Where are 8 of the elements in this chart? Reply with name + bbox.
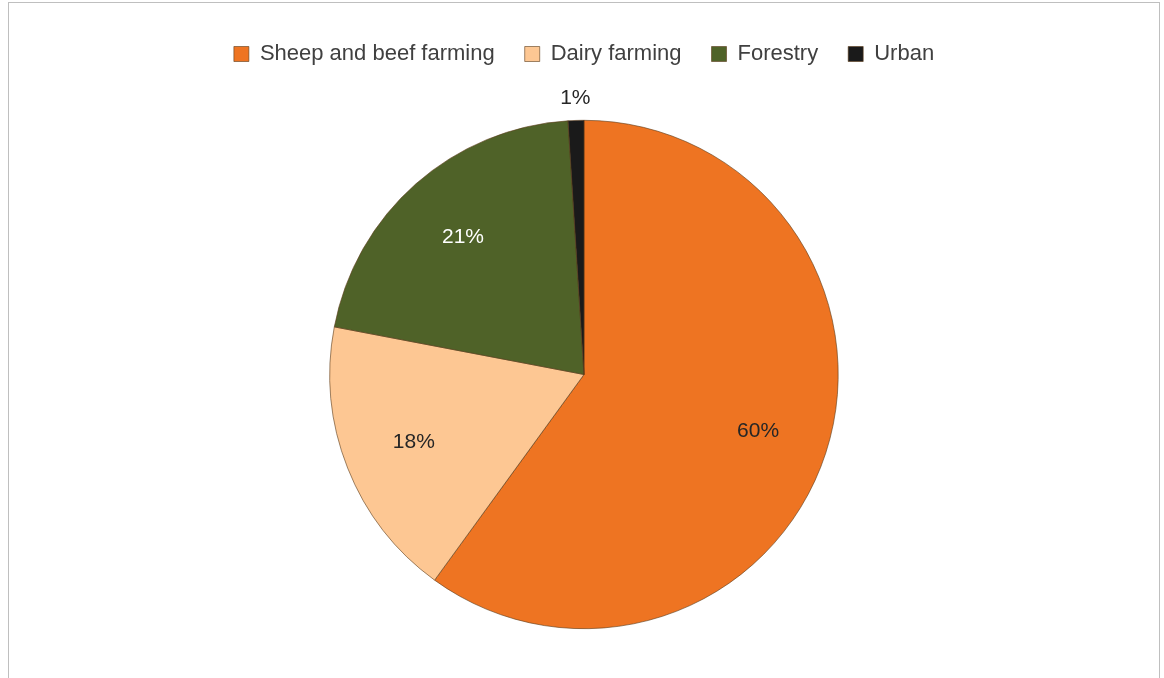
legend-label: Dairy farming	[550, 40, 682, 66]
data-label: 18%	[392, 428, 435, 452]
legend-label: Sheep and beef farming	[259, 40, 495, 66]
legend-label: Urban	[874, 40, 935, 66]
data-label: 60%	[737, 417, 780, 441]
data-label: 21%	[441, 224, 484, 248]
legend-label: Forestry	[737, 40, 819, 66]
data-label: 1%	[560, 85, 591, 109]
